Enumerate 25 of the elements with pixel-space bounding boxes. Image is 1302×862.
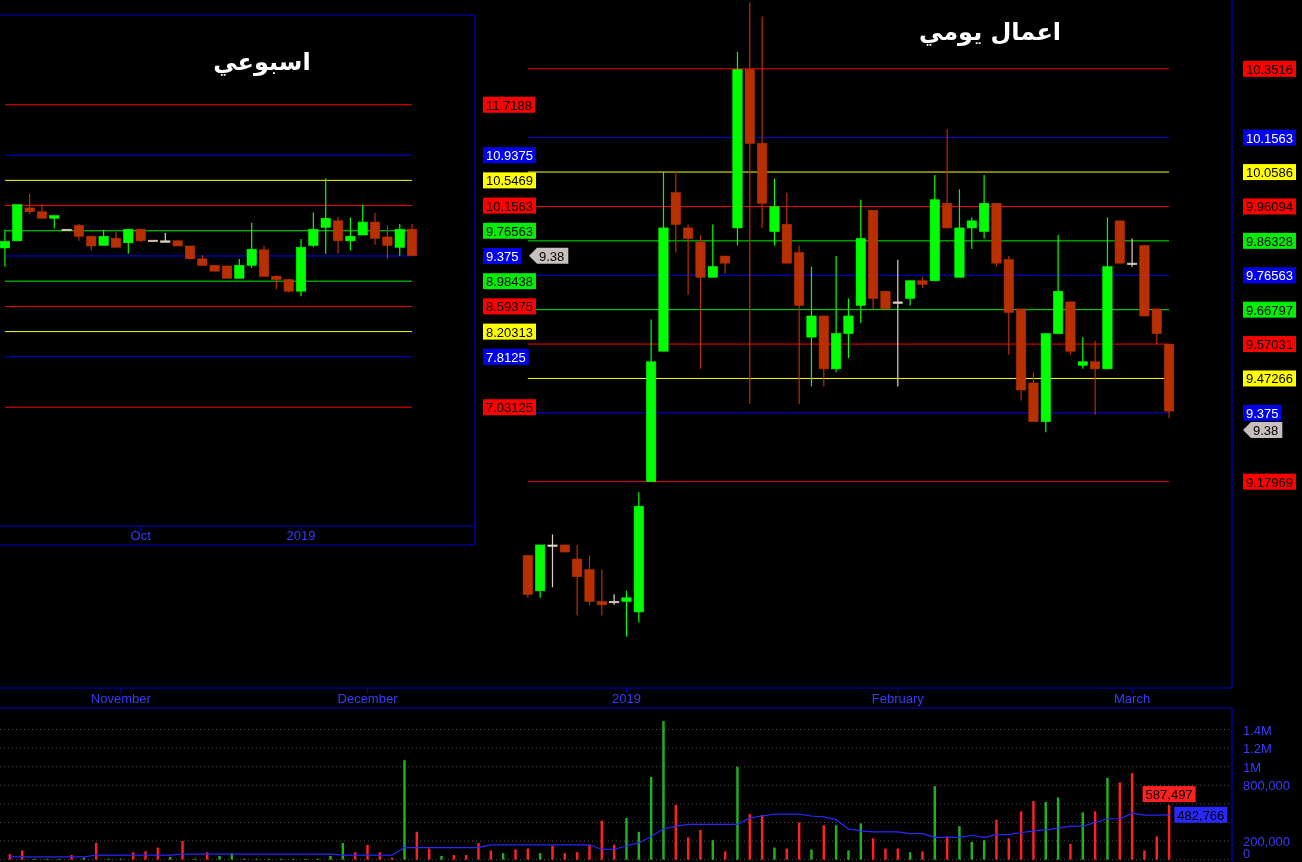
tick-label: 1.4M [1243, 722, 1272, 738]
tick-label: 8.59375 [483, 298, 536, 315]
tick-label: 1.2M [1243, 741, 1272, 757]
tick-label: 9.76563 [1243, 267, 1296, 284]
tick-label: 9.47266 [1243, 370, 1296, 387]
annotation: 9.38 [539, 248, 565, 264]
tick-label: 9.96094 [1243, 198, 1296, 215]
tick-label: 10.5469 [483, 172, 536, 189]
x-tick-label: November [90, 691, 152, 706]
text: اعمال يومي [918, 18, 1062, 46]
x-tick-label: 2019 [612, 691, 641, 706]
x-tick-label: 2019 [286, 528, 316, 543]
tick-label: 7.03125 [483, 399, 536, 416]
tick-label: 10.0586 [1243, 164, 1296, 181]
tick-label: 1M [1243, 759, 1262, 775]
text: اسبوعي [213, 48, 311, 76]
tick-label: 8.98438 [483, 273, 536, 290]
x-tick-label: December [337, 691, 399, 706]
tick-label: 800,000 [1243, 778, 1290, 794]
x-tick-label: February [871, 691, 925, 706]
label: 587,497 [1142, 786, 1196, 803]
x-tick-label: Oct [130, 528, 152, 543]
x-tick-label: March [1114, 691, 1151, 706]
tick-label: 10.9375 [483, 147, 536, 164]
tick-label: 9.57031 [1243, 336, 1296, 353]
